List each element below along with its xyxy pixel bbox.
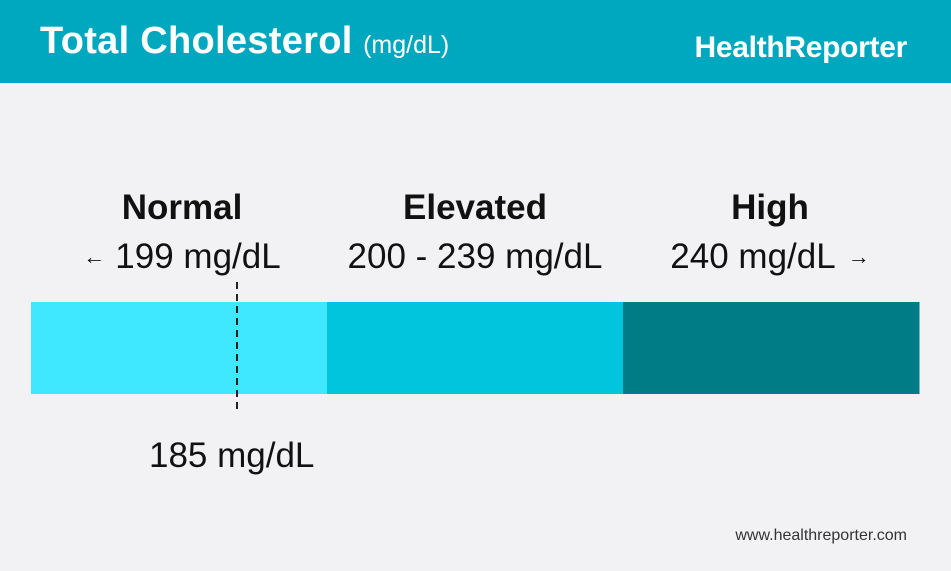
arrow-left-icon: ← [83,244,106,269]
category-range-normal: ← 199 mg/dL [62,237,302,277]
category-range-high: 240 mg/dL → [640,237,900,277]
title-text: Total Cholesterol [40,20,353,62]
category-normal: Normal ← 199 mg/dL [62,188,302,277]
bar-segment-high [623,302,920,394]
category-label-high: High [731,188,809,227]
arrow-right-icon: → [847,244,870,269]
range-text-high: 240 mg/dL [670,237,836,276]
header-banner: Total Cholesterol (mg/dL) HealthReporter [0,0,951,83]
page-title: Total Cholesterol (mg/dL) [40,20,449,63]
range-text-normal: 199 mg/dL [115,237,281,276]
category-high: High 240 mg/dL → [640,188,900,277]
title-unit: (mg/dL) [363,31,450,59]
category-elevated: Elevated 200 - 239 mg/dL [315,188,635,277]
category-range-elevated: 200 - 239 mg/dL [347,237,603,276]
bar-segment-elevated [327,302,624,394]
category-label-normal: Normal [121,188,243,227]
footer-url: www.healthreporter.com [735,527,907,544]
bar-segment-normal [31,302,328,394]
category-label-elevated: Elevated [403,188,547,227]
marker-label: 185 mg/dL [149,436,315,475]
brand-logo: HealthReporter [694,31,907,64]
